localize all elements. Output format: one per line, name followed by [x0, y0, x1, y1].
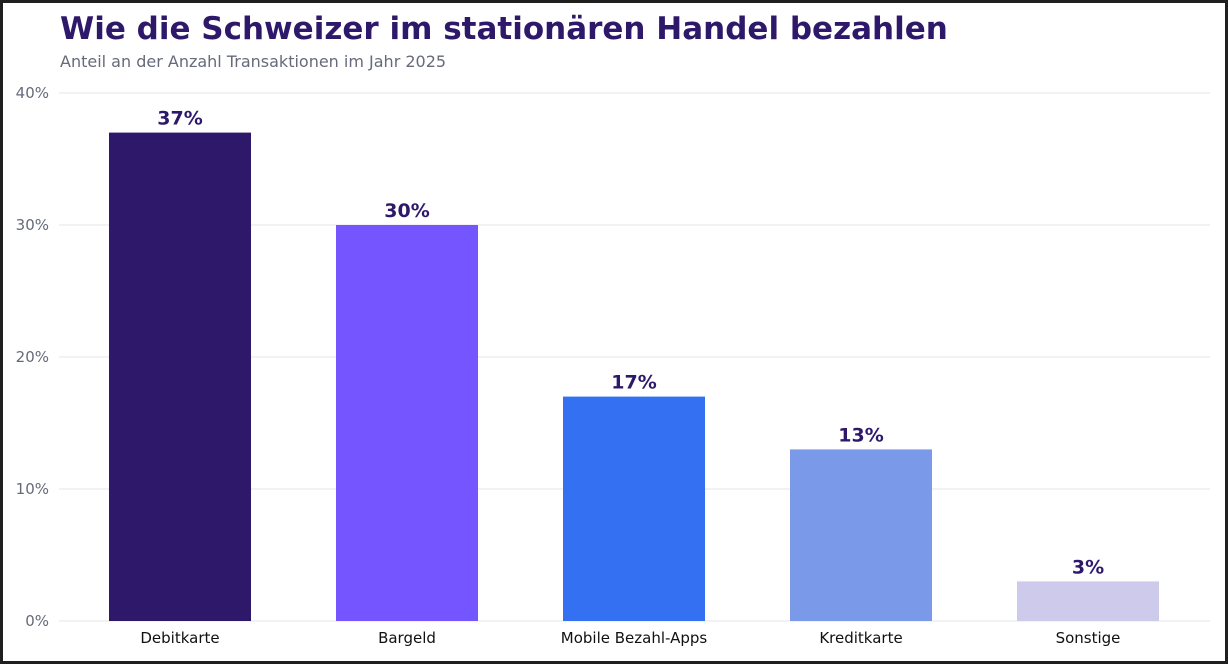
bar-value-label: 17%	[611, 372, 656, 394]
bar	[563, 396, 705, 621]
bar-value-label: 3%	[1072, 556, 1104, 578]
y-tick-label: 40%	[16, 84, 49, 102]
chart-subtitle: Anteil an der Anzahl Transaktionen im Ja…	[60, 52, 447, 71]
x-tick-label: Sonstige	[1056, 629, 1121, 647]
bar	[790, 449, 932, 621]
y-tick-label: 30%	[16, 216, 49, 234]
bars	[109, 132, 1159, 621]
y-tick-label: 0%	[25, 612, 49, 630]
y-tick-label: 20%	[16, 348, 49, 366]
bar	[109, 132, 251, 621]
chart-title: Wie die Schweizer im stationären Handel …	[60, 11, 948, 47]
y-axis-ticks: 0% 10% 20% 30% 40%	[16, 84, 49, 630]
x-tick-label: Debitkarte	[140, 629, 219, 647]
y-tick-label: 10%	[16, 480, 49, 498]
x-tick-label: Mobile Bezahl-Apps	[561, 629, 708, 647]
bar	[336, 225, 478, 621]
bar-value-label: 13%	[838, 424, 883, 446]
x-tick-label: Bargeld	[378, 629, 436, 647]
x-tick-label: Kreditkarte	[819, 629, 902, 647]
category-labels: Debitkarte Bargeld Mobile Bezahl-Apps Kredi…	[140, 629, 1120, 647]
value-labels: 37% 30% 17% 13% 3%	[157, 108, 1104, 579]
bar	[1017, 581, 1159, 621]
bar-value-label: 30%	[384, 200, 429, 222]
bar-value-label: 37%	[157, 108, 202, 130]
